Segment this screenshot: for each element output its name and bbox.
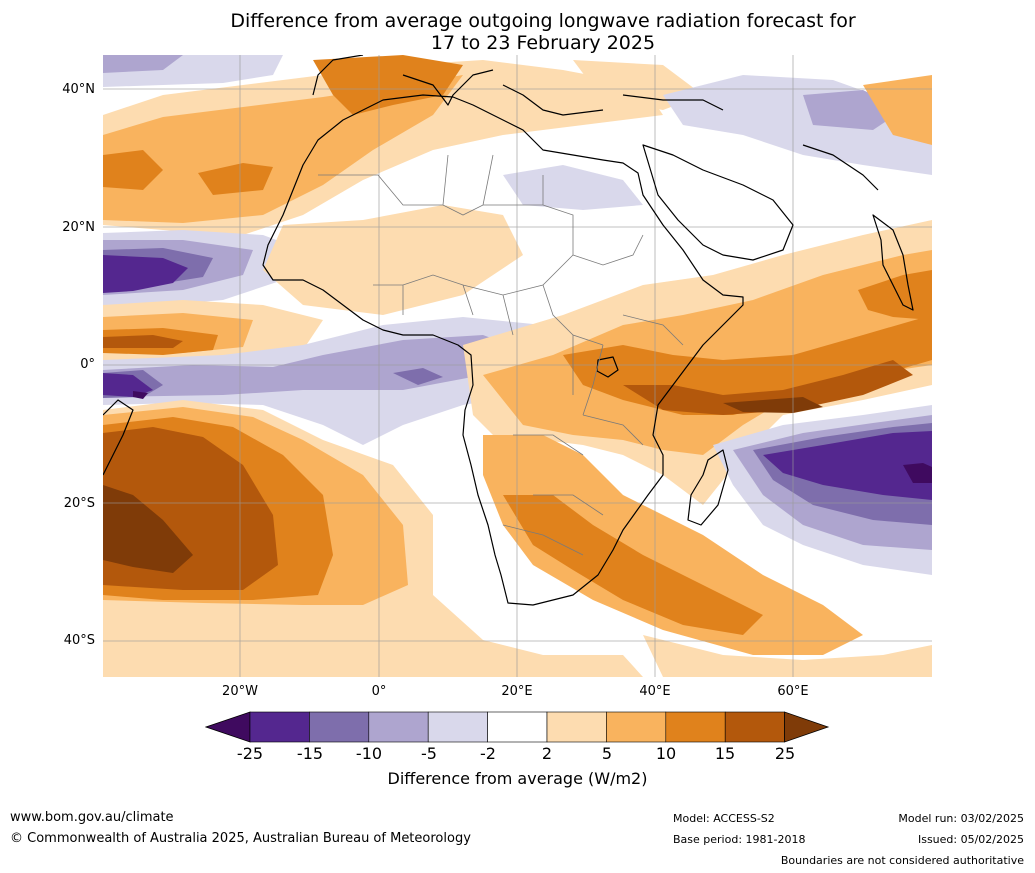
anomaly-region <box>763 431 932 500</box>
anomaly-region <box>503 495 763 635</box>
anomaly-region <box>393 368 443 385</box>
anomaly-region <box>103 255 188 293</box>
footer-issued: Issued: 05/02/2025 <box>917 833 1024 846</box>
colorbar-tick-label: 2 <box>541 744 553 763</box>
lon-label-40e: 40°E <box>639 684 671 699</box>
anomaly-region <box>313 55 463 115</box>
colorbar-tick-label: 25 <box>774 744 796 763</box>
colorbar-extend-max <box>784 711 830 743</box>
anomaly-region <box>103 485 193 573</box>
anomaly-region <box>103 373 153 397</box>
footer-disclaimer: Boundaries are not considered authoritat… <box>780 854 1024 867</box>
colorbar-extend-min <box>205 711 251 743</box>
border <box>318 154 684 556</box>
colorbar-segment <box>487 711 548 743</box>
footer-copyright: © Commonwealth of Australia 2025, Austra… <box>10 831 471 846</box>
anomaly-region <box>483 435 863 655</box>
south-america-coastline <box>103 399 134 476</box>
footer-website: www.bom.gov.au/climate <box>10 810 174 825</box>
anomaly-region <box>623 360 913 415</box>
anomaly-region <box>903 463 932 483</box>
anomaly-region <box>103 75 463 223</box>
colorbar-segment <box>309 711 370 743</box>
colorbar-title: Difference from average (W/m2) <box>387 769 648 788</box>
india-coastline <box>872 214 914 311</box>
coastlines <box>103 55 914 606</box>
colorbar-segment <box>368 711 429 743</box>
gulf-coastline <box>802 144 879 191</box>
colorbar-segment <box>427 711 488 743</box>
anomaly-region <box>503 165 643 210</box>
anomaly-region <box>198 163 273 195</box>
title-line-2: 17 to 23 February 2025 <box>430 32 656 54</box>
anomaly-region <box>483 250 932 455</box>
europe-coastline <box>312 55 724 116</box>
madagascar-coastline <box>687 449 729 526</box>
country-borders <box>318 154 684 556</box>
colorbar-segment <box>546 711 607 743</box>
anomaly-region <box>863 75 932 145</box>
colorbar-tick-label: 15 <box>714 744 736 763</box>
colorbar-tick-label: -2 <box>480 744 496 763</box>
anomaly-region <box>858 270 932 320</box>
colorbar-tick-label: -25 <box>236 744 264 763</box>
anomaly-region <box>643 635 932 677</box>
colorbar-segment <box>249 711 310 743</box>
anomaly-region <box>103 55 183 73</box>
anomaly-region <box>103 335 183 348</box>
lon-label-60e: 60°E <box>777 684 809 699</box>
africa-coastline <box>262 94 744 606</box>
colorbar-tick-label: -5 <box>421 744 437 763</box>
title-line-1: Difference from average outgoing longwav… <box>230 10 856 32</box>
lat-label-40s: 40°S <box>63 633 95 648</box>
footer-base-period: Base period: 1981-2018 <box>673 833 806 846</box>
graticule <box>103 55 932 677</box>
lat-label-40n: 40°N <box>62 82 95 97</box>
colorbar-tick-label: 5 <box>601 744 613 763</box>
colorbar-tick-label: 10 <box>655 744 677 763</box>
lat-label-0: 0° <box>80 357 95 372</box>
olr-anomaly-map <box>103 55 932 677</box>
colorbar-segment <box>724 711 785 743</box>
footer-model-run: Model run: 03/02/2025 <box>898 812 1024 825</box>
colorbar-segment <box>606 711 667 743</box>
anomaly-region <box>263 205 523 315</box>
anomaly-region <box>133 391 148 399</box>
colorbar-tick-label: -15 <box>296 744 324 763</box>
anomaly-region <box>103 150 163 190</box>
lon-label-0: 0° <box>371 684 387 699</box>
lat-label-20n: 20°N <box>62 220 95 235</box>
colorbar-tick-label: -10 <box>355 744 383 763</box>
chart-title: Difference from average outgoing longwav… <box>0 10 1035 54</box>
lat-label-20s: 20°S <box>63 496 95 511</box>
colorbar <box>205 711 830 743</box>
anomaly-region <box>723 397 823 413</box>
arabia-coastline <box>642 144 794 261</box>
colorbar-segment <box>665 711 726 743</box>
lon-label-20w: 20°W <box>222 684 258 699</box>
lon-label-20e: 20°E <box>501 684 533 699</box>
footer-model: Model: ACCESS-S2 <box>673 812 775 825</box>
